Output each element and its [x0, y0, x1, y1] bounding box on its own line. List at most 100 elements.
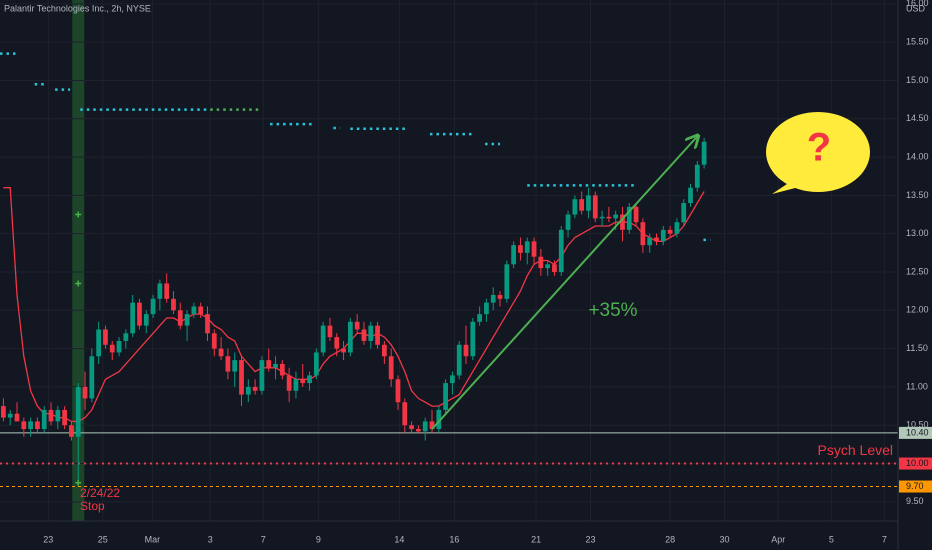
y-tick-label: 11.00: [906, 381, 928, 391]
x-tick-label: 21: [531, 534, 541, 544]
candle-body: [191, 306, 197, 315]
candle-body: [48, 409, 54, 422]
x-tick-label: 3: [208, 534, 213, 544]
candle-body: [388, 356, 394, 380]
x-tick-label: Mar: [145, 534, 161, 544]
x-tick-label: Apr: [771, 534, 785, 544]
x-tick-label: 25: [98, 534, 108, 544]
candle-body: [620, 214, 625, 230]
candle-body: [14, 413, 20, 422]
candle-body: [565, 214, 571, 230]
candle-body: [647, 237, 653, 246]
candle-body: [592, 195, 598, 219]
marker: [75, 211, 82, 218]
trail-line: [3, 187, 705, 423]
candle-body: [89, 356, 95, 399]
y-tick-label: 15.50: [906, 37, 929, 47]
x-tick-label: 28: [665, 534, 675, 544]
candle-body: [531, 241, 537, 257]
y-tick-label: 9.50: [906, 496, 924, 506]
callout-text: ?: [807, 126, 831, 170]
candle-body: [701, 141, 707, 165]
candle-body: [55, 409, 61, 422]
candle-body: [497, 294, 503, 299]
y-tick-label: 16.00: [906, 0, 929, 8]
marker: [75, 280, 82, 287]
marker: [75, 479, 82, 486]
candle-body: [416, 429, 421, 432]
callout-bubble: ?: [766, 112, 870, 194]
candle-body: [552, 264, 557, 272]
x-tick-label: 7: [882, 534, 887, 544]
candle-body: [7, 413, 13, 418]
x-tick-label: 30: [720, 534, 730, 544]
candle-body: [41, 409, 47, 430]
y-tick-label: 12.50: [906, 266, 929, 276]
candle-body: [341, 348, 346, 353]
candle-body: [239, 360, 244, 395]
candle-body: [157, 283, 163, 299]
candle-body: [477, 314, 482, 322]
candle-body: [334, 337, 340, 349]
candle-body: [320, 325, 326, 353]
chart-title: Palantir Technologies Inc., 2h, NYSE: [4, 3, 151, 13]
candle-body: [245, 386, 251, 395]
x-tick-label: 23: [43, 534, 53, 544]
candle-body: [347, 321, 353, 353]
candle-body: [103, 329, 108, 345]
candle-body: [177, 310, 183, 326]
candle-body: [361, 329, 367, 341]
candle-body: [211, 333, 217, 349]
candle-body: [1, 406, 6, 418]
candle-body: [109, 344, 115, 353]
candle-body: [409, 425, 414, 430]
candle-body: [130, 302, 136, 334]
x-tick-label: 7: [261, 534, 266, 544]
candle-body: [69, 425, 74, 437]
candle-body: [490, 294, 496, 303]
x-tick-label: 14: [394, 534, 404, 544]
candle-body: [633, 206, 639, 223]
candle-body: [225, 356, 231, 372]
candle-body: [606, 216, 612, 219]
candle-body: [62, 409, 68, 426]
candle-body: [395, 379, 401, 403]
candle-body: [674, 222, 680, 234]
trend-arrow: [431, 136, 697, 430]
candle-body: [667, 229, 673, 234]
candle-body: [307, 375, 312, 384]
price-tag: [899, 457, 932, 470]
y-tick-label: 14.00: [906, 151, 929, 161]
price-tag-label: 10.00: [906, 458, 929, 468]
candle-body: [381, 344, 387, 357]
hline-text: Psych Level: [818, 442, 893, 458]
candle-body: [436, 409, 442, 430]
candle-body: [96, 329, 102, 357]
candle-body: [273, 363, 278, 368]
candle-body: [694, 164, 700, 188]
stop-note: Stop: [80, 499, 105, 513]
bubble: [766, 112, 870, 192]
price-tag: [899, 426, 932, 439]
candle-body: [688, 187, 693, 204]
candle-body: [626, 206, 632, 230]
candle-body: [524, 241, 530, 253]
candle-body: [259, 360, 265, 391]
candle-body: [586, 195, 591, 211]
candle-body: [368, 325, 374, 341]
candle-body: [545, 264, 551, 269]
candle-body: [450, 375, 455, 384]
candle-body: [286, 375, 292, 391]
candle-body: [171, 298, 176, 311]
candle-body: [375, 325, 380, 345]
x-tick-label: 23: [585, 534, 595, 544]
price-tag-label: 10.40: [906, 427, 929, 437]
currency: USD: [906, 3, 926, 13]
candle-body: [293, 379, 299, 391]
candle-body: [116, 340, 122, 353]
x-tick-label: 16: [449, 534, 459, 544]
candle-body: [266, 360, 272, 368]
candle-body: [654, 237, 659, 242]
